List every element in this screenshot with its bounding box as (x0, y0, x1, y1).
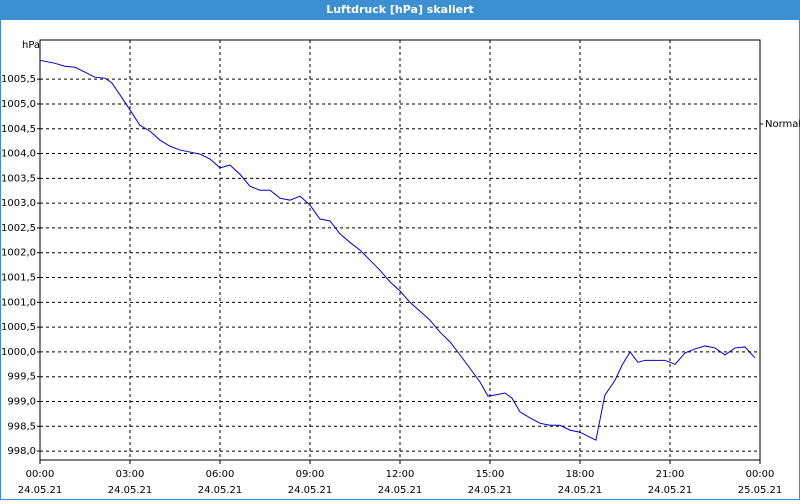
y-tick-label: 1005,0 (1, 99, 36, 110)
y-tick-label: 1003,5 (1, 173, 36, 184)
chart-title: Luftdruck [hPa] skaliert (326, 3, 474, 16)
y-tick-label: 999,5 (7, 372, 36, 383)
x-tick-sublabel: 24.05.21 (648, 485, 693, 496)
y-tick-label: 998,0 (7, 446, 36, 457)
y-tick-label: 1000,0 (1, 347, 36, 358)
y-tick-label: 1004,5 (1, 124, 36, 135)
y-tick-label: 1000,5 (1, 322, 36, 333)
x-tick-sublabel: 24.05.21 (288, 485, 333, 496)
y-tick-label: 998,5 (7, 421, 36, 432)
y-tick-label: 999,0 (7, 396, 36, 407)
x-tick-label: 15:00 (476, 469, 505, 480)
x-tick-label: 21:00 (656, 469, 685, 480)
y-axis-label: hPa (22, 40, 40, 51)
x-tick-label: 03:00 (116, 469, 145, 480)
x-tick-label: 18:00 (566, 469, 595, 480)
legend-label: Normal (765, 119, 800, 130)
y-tick-label: 1001,0 (1, 297, 36, 308)
x-tick-sublabel: 24.05.21 (558, 485, 603, 496)
y-tick-label: 1002,5 (1, 223, 36, 234)
x-tick-label: 06:00 (206, 469, 235, 480)
x-tick-sublabel: 24.05.21 (18, 485, 63, 496)
y-tick-label: 1002,0 (1, 248, 36, 259)
x-tick-label: 09:00 (296, 469, 325, 480)
x-tick-label: 00:00 (26, 469, 55, 480)
data-line (39, 59, 756, 441)
x-tick-label: 00:00 (746, 469, 775, 480)
x-tick-sublabel: 24.05.21 (378, 485, 423, 496)
y-tick-label: 1005,5 (1, 74, 36, 85)
x-tick-sublabel: 24.05.21 (108, 485, 153, 496)
y-tick-label: 1001,5 (1, 273, 36, 284)
x-tick-sublabel: 24.05.21 (198, 485, 243, 496)
x-tick-sublabel: 24.05.21 (468, 485, 513, 496)
x-tick-sublabel: 25.05.21 (738, 485, 783, 496)
x-tick-label: 12:00 (386, 469, 415, 480)
y-tick-label: 1003,0 (1, 198, 36, 209)
title-bar (0, 0, 800, 20)
y-tick-label: 1004,0 (1, 149, 36, 160)
